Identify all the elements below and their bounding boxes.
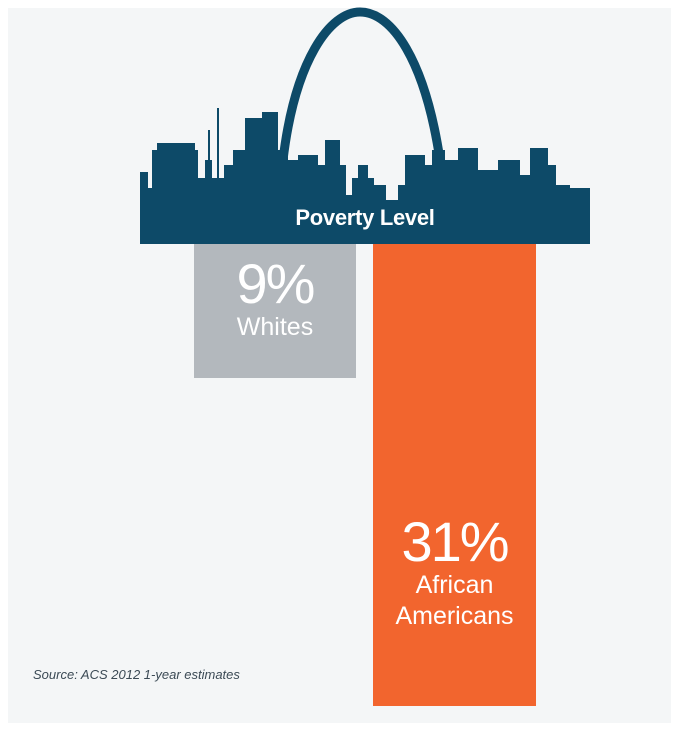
bar-category-label: Whites [236, 313, 314, 341]
bar-african-americans: 31% African Americans [373, 244, 536, 706]
skyline-silhouette [140, 108, 590, 244]
gateway-arch [278, 7, 445, 161]
bar-value-label: 9% [236, 252, 316, 315]
chart-title: Poverty Level [295, 205, 435, 230]
source-note: Source: ACS 2012 1-year estimates [33, 667, 240, 682]
bar-value-label: 31% [401, 510, 509, 573]
bar-category-label: African Americans [395, 571, 514, 631]
bar-whites: 9% Whites [194, 244, 356, 378]
